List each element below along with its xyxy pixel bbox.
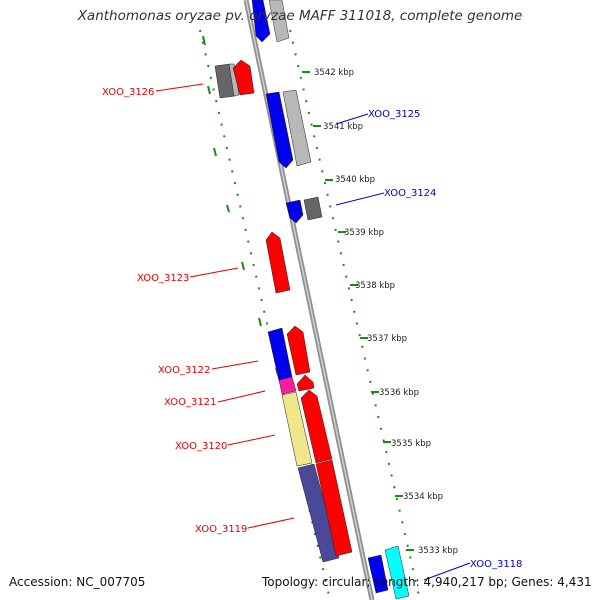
kbp-label: 3534 kbp [403, 492, 443, 502]
gene-xoo3124-blue[interactable] [285, 199, 304, 224]
outer-tick-ring [199, 29, 331, 600]
gene-xoo3125-blue[interactable] [265, 91, 294, 169]
accession-text: Accession: NC_007705 [9, 575, 146, 589]
kbp-label: 3540 kbp [335, 175, 375, 185]
gene-xoo3118-blue[interactable] [367, 554, 389, 594]
gene-xoo3119-navy[interactable] [297, 463, 340, 563]
inner-tick-ring [289, 29, 421, 600]
kbp-label: 3542 kbp [314, 68, 354, 78]
gene-label-xoo3126[interactable]: XOO_3126 [102, 87, 154, 98]
gene-xoo3121-magenta[interactable] [278, 376, 297, 395]
label-connectors [155, 83, 471, 581]
kbp-label: 3537 kbp [367, 334, 407, 344]
gene-labels: XOO_3126 XOO_3125 XOO_3124 XOO_3123 XOO_… [102, 87, 522, 570]
page-title: Xanthomonas oryzae pv. oryzae MAFF 31101… [77, 8, 523, 24]
kbp-label: 3535 kbp [391, 439, 431, 449]
gene-label-xoo3124[interactable]: XOO_3124 [384, 188, 436, 199]
gene-xoo3123[interactable] [265, 231, 291, 294]
gene-label-xoo3120[interactable]: XOO_3120 [175, 441, 227, 452]
kbp-label: 3536 kbp [379, 388, 419, 398]
gene-label-xoo3119[interactable]: XOO_3119 [195, 524, 247, 535]
gene-xoo3122[interactable] [286, 325, 311, 376]
gene-xoo3118[interactable] [384, 545, 410, 600]
gene-top-blue[interactable] [251, 0, 271, 43]
gene-top-gray[interactable] [268, 0, 290, 43]
gene-label-xoo3125[interactable]: XOO_3125 [368, 109, 420, 120]
gene-xoo3126-lightgray[interactable] [228, 63, 240, 97]
kbp-label: 3538 kbp [355, 281, 395, 291]
gene-xoo3120-khaki[interactable] [281, 391, 313, 467]
gene-xoo3121[interactable] [296, 374, 315, 392]
gene-label-xoo3118[interactable]: XOO_3118 [470, 559, 522, 570]
gene-label-xoo3122[interactable]: XOO_3122 [158, 365, 210, 376]
kbp-label: 3539 kbp [344, 228, 384, 238]
gene-xoo3119[interactable] [315, 459, 353, 557]
kbp-label: 3533 kbp [418, 546, 458, 556]
kbp-label: 3541 kbp [323, 122, 363, 132]
gene-label-xoo3121[interactable]: XOO_3121 [164, 397, 216, 408]
gene-xoo3120[interactable] [300, 389, 333, 464]
gene-xoo3125[interactable] [282, 89, 312, 167]
gene-xoo3126[interactable] [232, 59, 255, 96]
gene-label-xoo3123[interactable]: XOO_3123 [137, 273, 189, 284]
gene-xoo3124[interactable] [303, 196, 323, 221]
genome-summary-text: Topology: circular; Length: 4,940,217 bp… [262, 575, 592, 589]
kbp-labels: 3542 kbp 3541 kbp 3540 kbp 3539 kbp 3538… [314, 68, 458, 556]
